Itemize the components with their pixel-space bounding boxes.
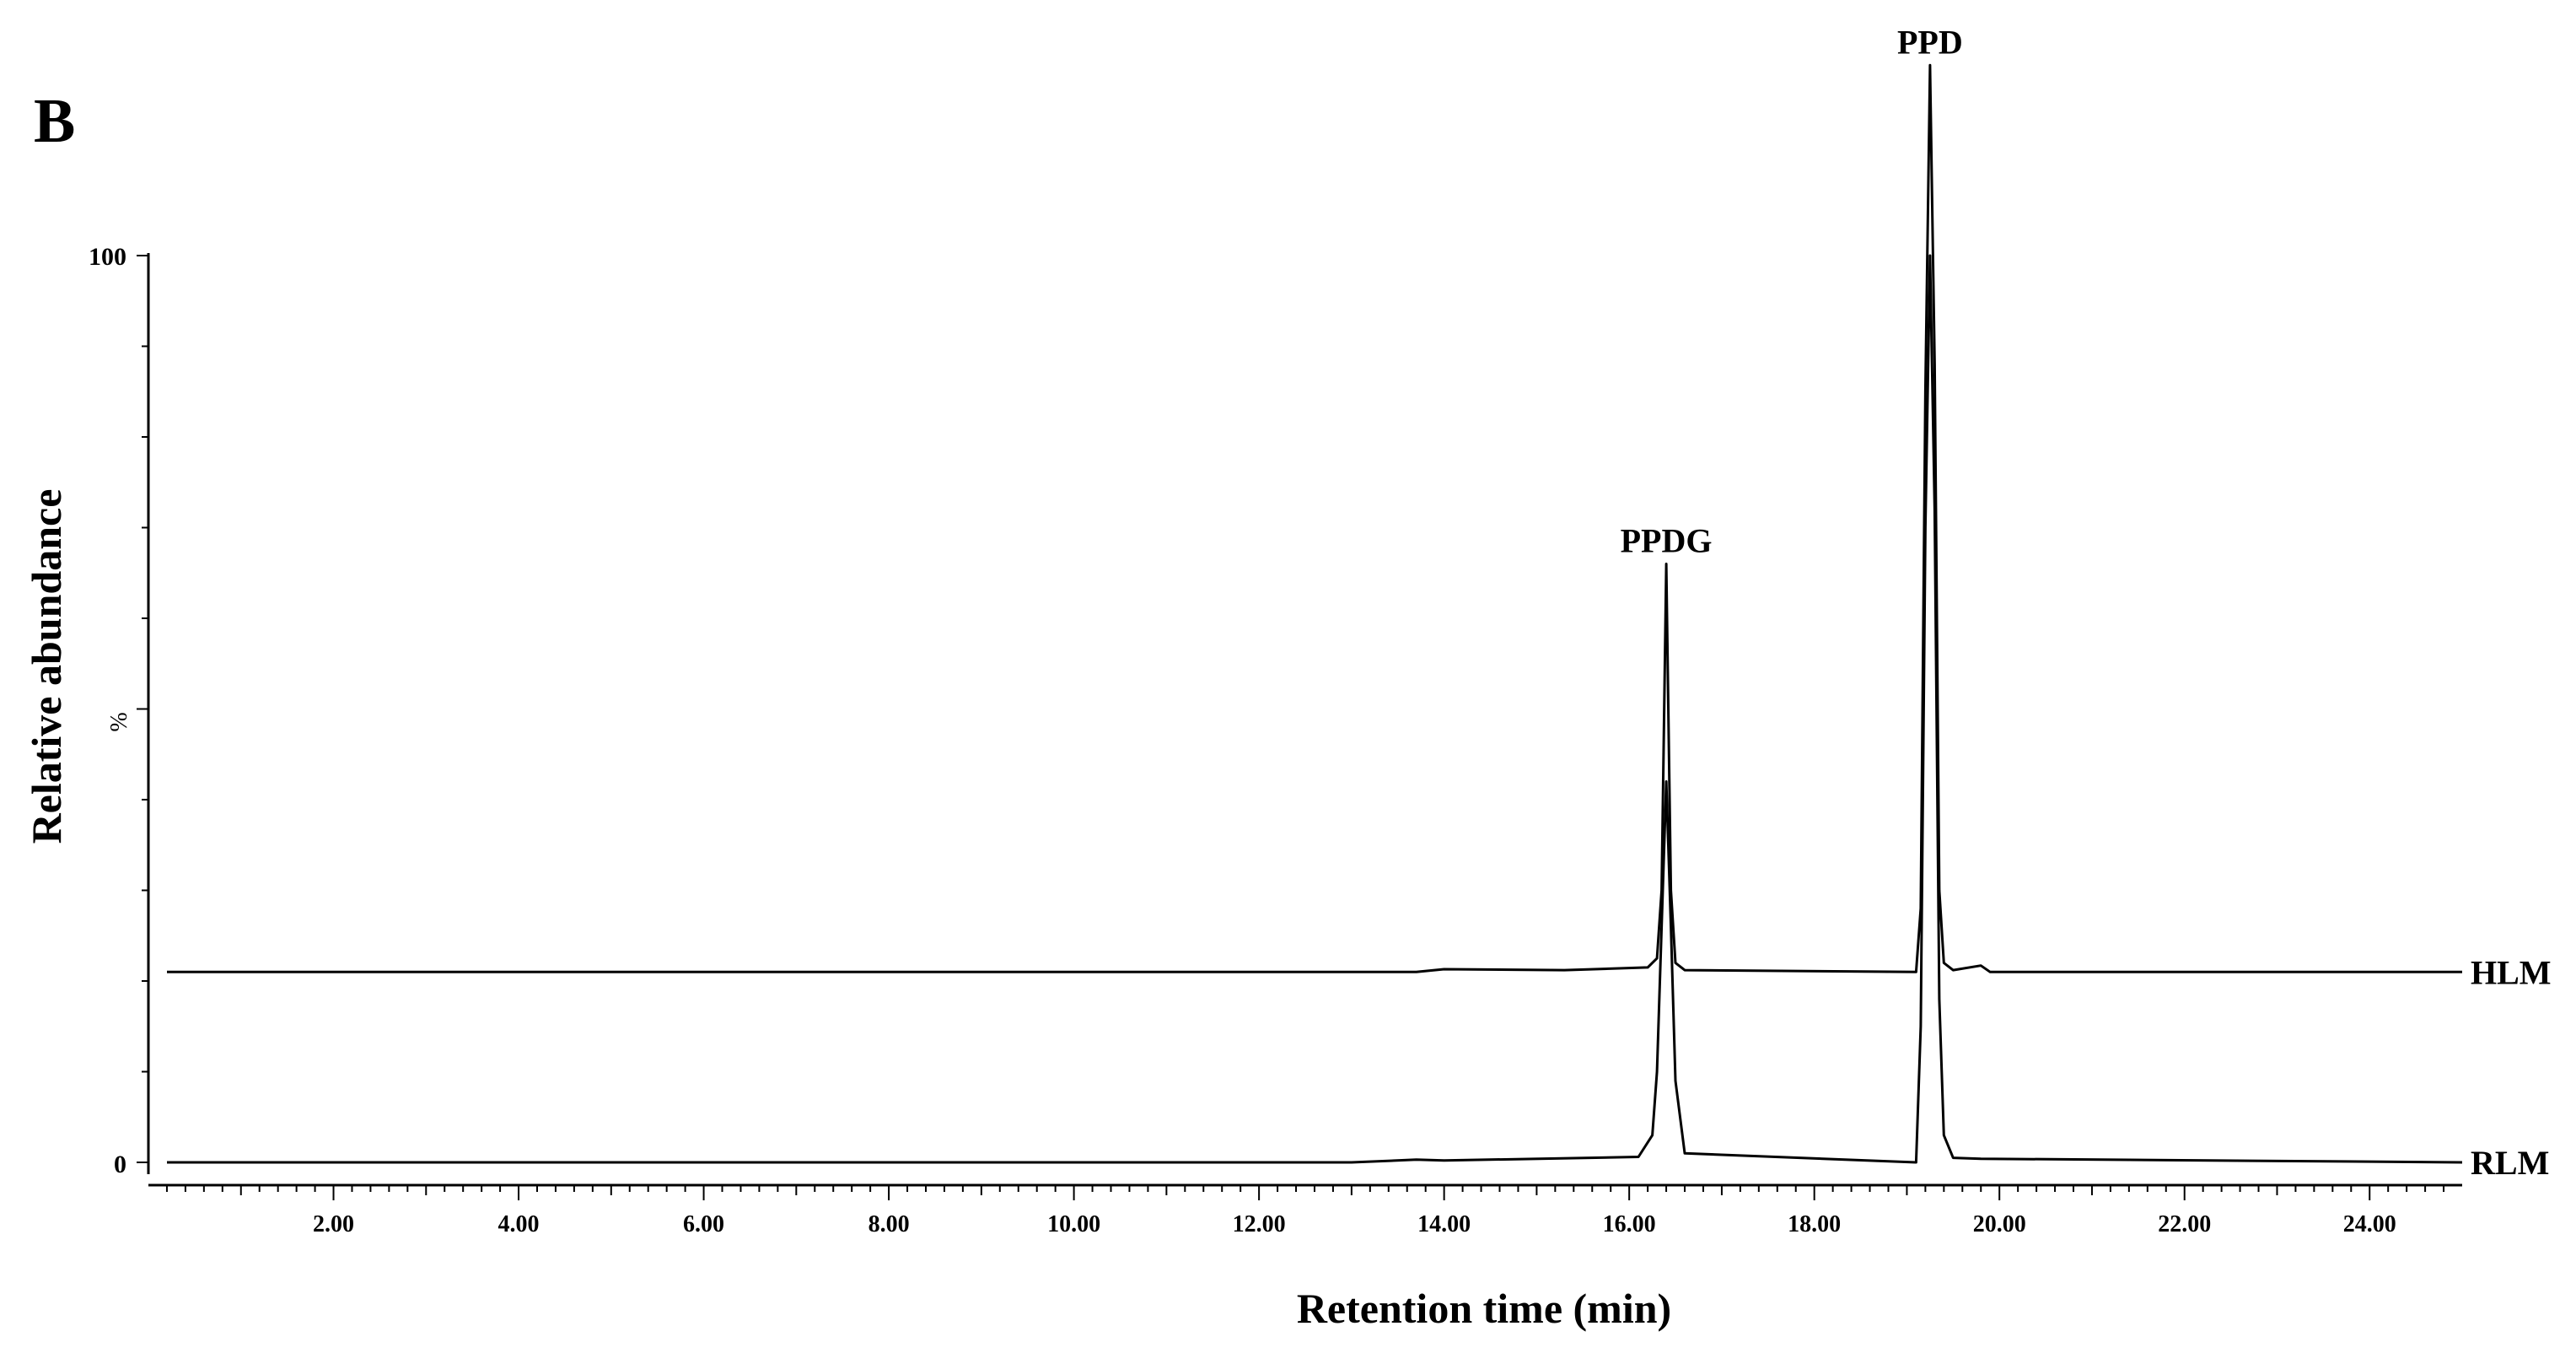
y-tick-label-0: 0 — [114, 1151, 126, 1178]
series-line-rlm — [167, 254, 2463, 1164]
y-axis: 0 100 % — [89, 243, 150, 1178]
x-axis-tick-labels: 2.00 4.00 6.00 8.00 10.00 12.00 14.00 16.00 18.0… — [313, 1211, 2396, 1237]
x-axis: 2.00 4.00 6.00 8.00 10.00 12.00 14.00 16.00 18.0… — [148, 1183, 2462, 1237]
series-label-hlm: HLM — [2471, 953, 2552, 991]
x-tick-label: 16.00 — [1603, 1211, 1656, 1237]
series-label-rlm: RLM — [2471, 1144, 2549, 1182]
x-tick-label: 2.00 — [313, 1211, 354, 1237]
peak-annotations: PPDG PPD — [1621, 23, 1963, 559]
x-tick-label: 22.00 — [2158, 1211, 2211, 1237]
x-tick-label: 14.00 — [1417, 1211, 1471, 1237]
peak-label-ppdg: PPDG — [1621, 522, 1713, 560]
x-tick-label: 18.00 — [1788, 1211, 1841, 1237]
x-tick-label: 4.00 — [498, 1211, 540, 1237]
x-tick-label: 24.00 — [2343, 1211, 2396, 1237]
x-tick-label: 12.00 — [1233, 1211, 1286, 1237]
series-group — [167, 63, 2463, 1164]
x-tick-label: 8.00 — [869, 1211, 910, 1237]
y-axis-ticks — [137, 255, 148, 1163]
series-labels: HLM RLM — [2471, 953, 2552, 1182]
y-unit-label: % — [106, 712, 132, 731]
x-tick-label: 20.00 — [1973, 1211, 2026, 1237]
series-line-hlm — [167, 63, 2462, 973]
y-axis-title: Relative abundance — [23, 489, 70, 844]
peak-label-ppd: PPD — [1897, 23, 1963, 61]
y-tick-label-100: 100 — [89, 243, 126, 271]
x-tick-label: 6.00 — [683, 1211, 724, 1237]
x-axis-ticks — [165, 1185, 2445, 1200]
panel-label: B — [34, 87, 75, 156]
x-axis-title: Retention time (min) — [1297, 1285, 1671, 1332]
x-tick-label: 10.00 — [1047, 1211, 1100, 1237]
